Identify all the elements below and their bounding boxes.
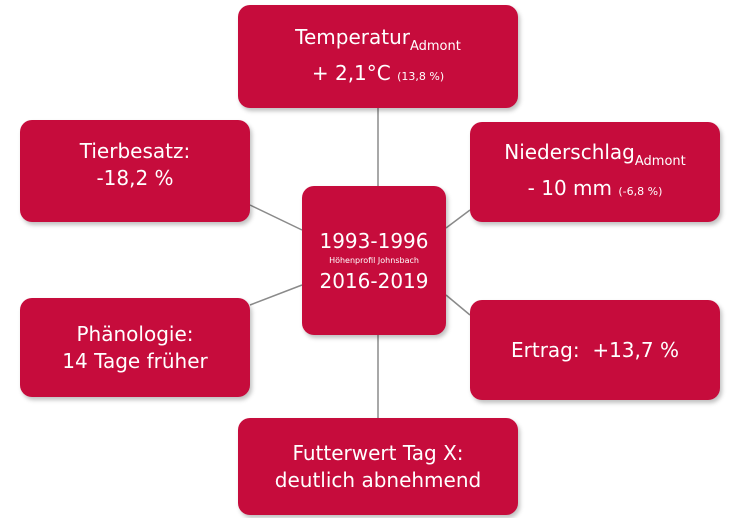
- period-2: 2016-2019: [319, 268, 429, 293]
- connector: [249, 204, 303, 231]
- connector: [445, 209, 471, 229]
- node-temperature: TemperaturAdmont + 2,1°C (13,8 %): [238, 5, 518, 108]
- connector: [445, 294, 471, 316]
- label: Temperatur: [295, 24, 410, 49]
- label: Futterwert Tag X:: [292, 440, 464, 465]
- node-livestock: Tierbesatz: -18,2 %: [20, 120, 250, 222]
- label: Ertrag: +13,7 %: [511, 337, 679, 362]
- label: Phänologie:: [76, 321, 194, 346]
- value: 14 Tage früher: [62, 348, 208, 373]
- node-feed-value: Futterwert Tag X: deutlich abnehmend: [238, 418, 518, 515]
- label-sub: Admont: [634, 154, 686, 169]
- value: + 2,1°C: [311, 60, 391, 85]
- node-precipitation: NiederschlagAdmont - 10 mm (-6,8 %): [470, 122, 720, 222]
- value: -18,2 %: [96, 166, 174, 190]
- node-phenology: Phänologie: 14 Tage früher: [20, 298, 250, 397]
- value: - 10 mm: [527, 176, 612, 200]
- label: Tierbesatz:: [79, 139, 191, 163]
- node-yield: Ertrag: +13,7 %: [470, 300, 720, 400]
- value: deutlich abnehmend: [274, 467, 482, 492]
- value-note: (13,8 %): [397, 69, 445, 83]
- label: Niederschlag: [504, 140, 635, 164]
- subtitle: Höhenprofil Johnsbach: [329, 255, 419, 265]
- value-note: (-6,8 %): [618, 185, 663, 198]
- node-center: 1993-1996 Höhenprofil Johnsbach 2016-201…: [302, 186, 446, 335]
- label-sub: Admont: [409, 38, 461, 54]
- period-1: 1993-1996: [319, 228, 429, 253]
- connector: [249, 284, 303, 306]
